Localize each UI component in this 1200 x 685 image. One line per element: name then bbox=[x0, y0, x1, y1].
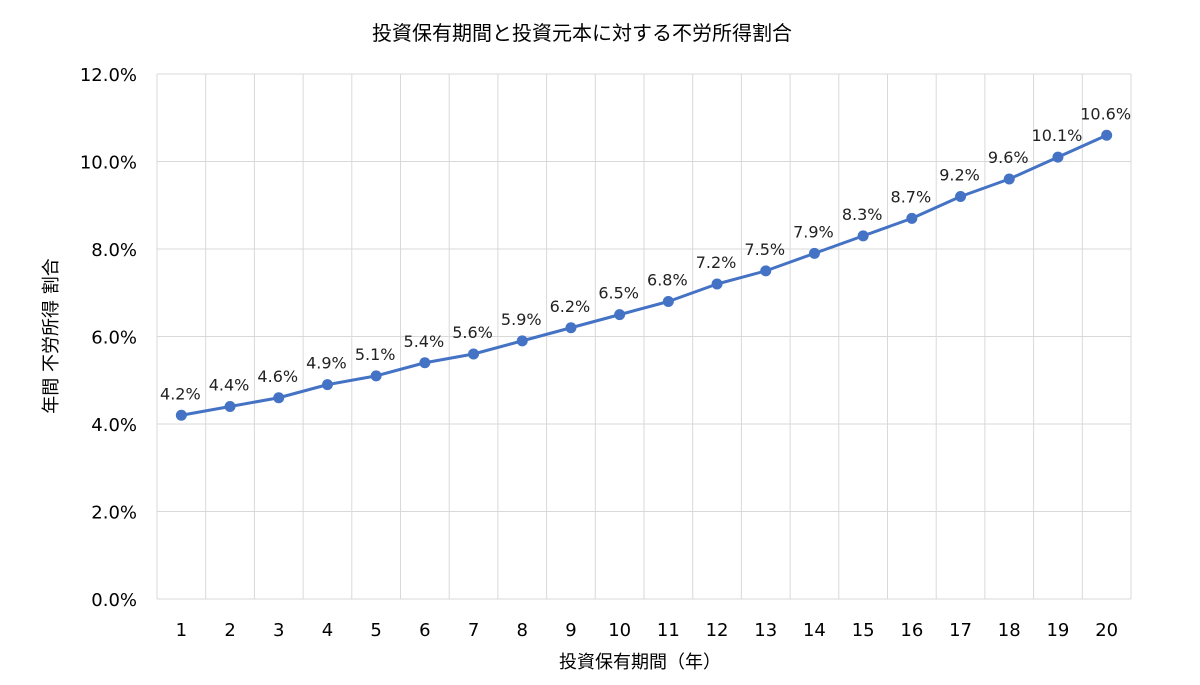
data-point bbox=[1052, 151, 1064, 163]
data-point bbox=[565, 322, 577, 334]
x-tick-labels: 1 2 3 4 5 6 7 8 9 10 11 12 13 14 15 16 17 18 19 20 bbox=[176, 620, 1118, 641]
x-tick-label: 9 bbox=[565, 620, 576, 641]
x-tick-label: 19 bbox=[1046, 620, 1069, 641]
x-tick-label: 20 bbox=[1095, 620, 1118, 641]
data-label: 7.2% bbox=[696, 253, 737, 272]
chart-title: 投資保有期間と投資元本に対する不労所得割合 bbox=[372, 21, 792, 45]
x-tick-label: 10 bbox=[608, 620, 631, 641]
data-point bbox=[1101, 129, 1113, 141]
data-point bbox=[468, 348, 480, 360]
data-label: 8.7% bbox=[891, 187, 932, 206]
data-point bbox=[711, 278, 723, 290]
data-labels: 4.2% 4.4% 4.6% 4.9% 5.1% 5.4% 5.6% 5.9% 6.2% 6.5%… bbox=[160, 104, 1131, 403]
x-tick-label: 13 bbox=[754, 620, 777, 641]
data-point bbox=[614, 309, 626, 321]
x-tick-label: 3 bbox=[273, 620, 284, 641]
data-label: 9.6% bbox=[988, 148, 1029, 167]
data-point bbox=[955, 191, 967, 202]
data-point bbox=[370, 370, 382, 382]
series-line bbox=[181, 133, 1108, 417]
data-label: 6.5% bbox=[598, 284, 639, 303]
x-tick-label: 1 bbox=[176, 620, 187, 641]
gridlines bbox=[156, 73, 1132, 600]
y-axis-label: 年間 不労所得 割合 bbox=[41, 258, 62, 413]
data-label: 7.9% bbox=[793, 222, 834, 241]
data-label: 6.2% bbox=[550, 297, 591, 316]
x-tick-label: 11 bbox=[657, 620, 680, 641]
data-label: 4.6% bbox=[257, 367, 298, 386]
data-label: 4.4% bbox=[209, 376, 250, 395]
x-tick-label: 4 bbox=[322, 620, 333, 641]
data-point bbox=[906, 212, 918, 224]
data-point bbox=[321, 379, 333, 391]
x-tick-label: 6 bbox=[419, 620, 430, 641]
x-tick-label: 7 bbox=[468, 620, 479, 641]
data-label: 8.3% bbox=[842, 205, 883, 224]
data-label: 5.1% bbox=[355, 345, 396, 364]
x-tick-label: 14 bbox=[803, 620, 826, 641]
data-point bbox=[175, 409, 187, 421]
y-tick-labels: 0.0% 2.0% 4.0% 6.0% 8.0% 10.0% 12.0% bbox=[80, 65, 137, 611]
data-label: 10.1% bbox=[1032, 126, 1083, 145]
x-tick-label: 16 bbox=[900, 620, 923, 641]
x-tick-label: 5 bbox=[370, 620, 381, 641]
data-point bbox=[516, 335, 528, 347]
data-point bbox=[224, 401, 236, 412]
data-point bbox=[419, 357, 431, 369]
data-label: 9.2% bbox=[939, 166, 980, 185]
y-tick-label: 2.0% bbox=[91, 503, 137, 524]
y-tick-label: 12.0% bbox=[80, 65, 137, 86]
data-label: 6.8% bbox=[647, 271, 688, 290]
data-point bbox=[1003, 173, 1015, 185]
data-label: 5.9% bbox=[501, 310, 542, 329]
x-tick-label: 12 bbox=[706, 620, 729, 641]
data-point bbox=[273, 392, 285, 404]
x-tick-label: 18 bbox=[998, 620, 1021, 641]
data-label: 4.9% bbox=[306, 354, 347, 373]
data-label: 5.6% bbox=[452, 323, 493, 342]
data-point bbox=[857, 230, 869, 242]
x-tick-label: 15 bbox=[852, 620, 875, 641]
x-axis-label: 投資保有期間（年） bbox=[559, 652, 721, 673]
y-tick-label: 10.0% bbox=[80, 153, 137, 174]
x-tick-label: 8 bbox=[517, 620, 528, 641]
y-tick-label: 0.0% bbox=[91, 590, 137, 611]
data-label: 4.2% bbox=[160, 384, 201, 403]
data-label: 10.6% bbox=[1080, 104, 1131, 123]
series bbox=[175, 129, 1113, 421]
data-point bbox=[662, 296, 674, 307]
data-label: 5.4% bbox=[404, 332, 445, 351]
x-tick-label: 17 bbox=[949, 620, 972, 641]
y-tick-label: 8.0% bbox=[91, 240, 137, 261]
data-point bbox=[808, 247, 820, 259]
y-tick-label: 4.0% bbox=[91, 415, 137, 436]
x-tick-label: 2 bbox=[224, 620, 235, 641]
data-label: 7.5% bbox=[744, 240, 785, 259]
data-point bbox=[760, 265, 772, 277]
y-tick-label: 6.0% bbox=[91, 328, 137, 349]
